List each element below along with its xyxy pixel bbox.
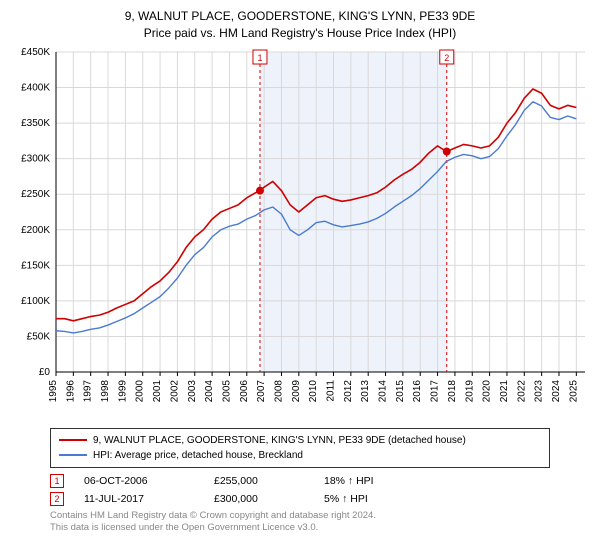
svg-text:2008: 2008 <box>273 379 284 402</box>
title-line-1: 9, WALNUT PLACE, GOODERSTONE, KING'S LYN… <box>10 8 590 25</box>
svg-text:2003: 2003 <box>187 379 198 402</box>
svg-text:2017: 2017 <box>430 379 441 402</box>
svg-text:2022: 2022 <box>516 379 527 402</box>
svg-text:2016: 2016 <box>412 379 423 402</box>
svg-text:2002: 2002 <box>169 379 180 402</box>
svg-text:2009: 2009 <box>291 379 302 402</box>
svg-text:2020: 2020 <box>482 379 493 402</box>
marker-badge-2: 2 <box>50 492 64 506</box>
svg-text:2005: 2005 <box>221 379 232 402</box>
svg-text:2021: 2021 <box>499 379 510 402</box>
svg-text:1998: 1998 <box>100 379 111 402</box>
marker-table: 1 06-OCT-2006 £255,000 18% ↑ HPI 2 11-JU… <box>50 474 586 506</box>
title-line-2: Price paid vs. HM Land Registry's House … <box>10 25 590 42</box>
marker-price: £300,000 <box>214 493 304 505</box>
svg-text:2006: 2006 <box>239 379 250 402</box>
marker-delta: 18% ↑ HPI <box>324 475 414 487</box>
svg-text:£450K: £450K <box>21 47 50 58</box>
svg-text:2019: 2019 <box>464 379 475 402</box>
svg-text:2025: 2025 <box>568 379 579 402</box>
legend-swatch-property <box>59 439 87 441</box>
marker-row: 1 06-OCT-2006 £255,000 18% ↑ HPI <box>50 474 586 488</box>
svg-text:2000: 2000 <box>135 379 146 402</box>
legend-label-hpi: HPI: Average price, detached house, Brec… <box>93 448 303 463</box>
svg-text:£100K: £100K <box>21 295 50 306</box>
svg-text:2023: 2023 <box>534 379 545 402</box>
marker-row: 2 11-JUL-2017 £300,000 5% ↑ HPI <box>50 492 586 506</box>
svg-text:£50K: £50K <box>27 331 51 342</box>
svg-text:2015: 2015 <box>395 379 406 402</box>
chart-title: 9, WALNUT PLACE, GOODERSTONE, KING'S LYN… <box>10 8 590 42</box>
legend-swatch-hpi <box>59 454 87 456</box>
marker-badge-1: 1 <box>50 474 64 488</box>
svg-text:£200K: £200K <box>21 224 50 235</box>
svg-text:1996: 1996 <box>65 379 76 402</box>
svg-text:1: 1 <box>257 53 262 63</box>
svg-text:£0: £0 <box>39 367 51 378</box>
svg-text:2004: 2004 <box>204 379 215 402</box>
svg-text:2012: 2012 <box>343 379 354 402</box>
svg-text:2014: 2014 <box>378 379 389 402</box>
svg-text:2013: 2013 <box>360 379 371 402</box>
svg-text:2024: 2024 <box>551 379 562 402</box>
legend-row: 9, WALNUT PLACE, GOODERSTONE, KING'S LYN… <box>59 433 541 448</box>
marker-date: 11-JUL-2017 <box>84 493 194 505</box>
legend-row: HPI: Average price, detached house, Brec… <box>59 448 541 463</box>
svg-text:£250K: £250K <box>21 189 50 200</box>
svg-text:£350K: £350K <box>21 118 50 129</box>
marker-date: 06-OCT-2006 <box>84 475 194 487</box>
chart-svg: £0 £50K £100K £150K £200K £250K £300K £350K £400… <box>10 42 590 422</box>
footer-line-2: This data is licensed under the Open Gov… <box>50 522 586 535</box>
footer-line-1: Contains HM Land Registry data © Crown c… <box>50 510 586 523</box>
svg-text:£150K: £150K <box>21 260 50 271</box>
marker-price: £255,000 <box>214 475 304 487</box>
marker-delta: 5% ↑ HPI <box>324 493 414 505</box>
svg-text:1995: 1995 <box>48 379 59 402</box>
chart-plot: £0 £50K £100K £150K £200K £250K £300K £350K £400… <box>10 42 590 422</box>
svg-text:2007: 2007 <box>256 379 267 402</box>
svg-text:2011: 2011 <box>326 379 337 401</box>
svg-text:£300K: £300K <box>21 153 50 164</box>
svg-text:2: 2 <box>444 53 449 63</box>
svg-text:2001: 2001 <box>152 379 163 402</box>
svg-text:2018: 2018 <box>447 379 458 402</box>
svg-text:1997: 1997 <box>83 379 94 402</box>
svg-text:1999: 1999 <box>117 379 128 402</box>
legend-label-property: 9, WALNUT PLACE, GOODERSTONE, KING'S LYN… <box>93 433 466 448</box>
footer: Contains HM Land Registry data © Crown c… <box>50 510 586 536</box>
svg-text:£400K: £400K <box>21 82 50 93</box>
chart-container: 9, WALNUT PLACE, GOODERSTONE, KING'S LYN… <box>0 0 600 541</box>
svg-text:2010: 2010 <box>308 379 319 402</box>
legend: 9, WALNUT PLACE, GOODERSTONE, KING'S LYN… <box>50 428 550 468</box>
